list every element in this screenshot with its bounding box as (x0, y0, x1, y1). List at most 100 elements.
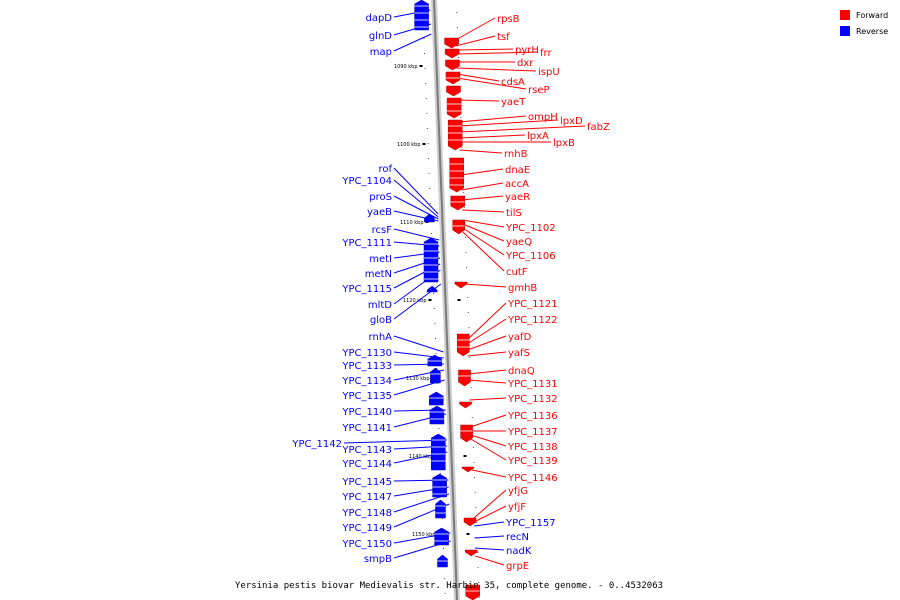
gene-label-lpxb: lpxB (553, 138, 575, 149)
track-dot (468, 327, 470, 328)
gene-label-ypc-1102: YPC_1102 (505, 223, 556, 234)
track-dot (426, 128, 428, 129)
leader-ypc-1157 (474, 521, 505, 527)
tick-mark (422, 143, 426, 145)
track-dot (475, 507, 477, 508)
tick-mark (466, 533, 470, 535)
track-dot (436, 383, 438, 384)
gene-label-rnha: rnhA (369, 332, 393, 343)
gene-label-ypc-1133: YPC_1133 (341, 361, 392, 372)
forward-gene-arrow (444, 48, 460, 59)
gene-label-yfjf: yfjF (508, 502, 526, 513)
leader-cutf (462, 231, 505, 272)
gene-label-yaet: yaeT (501, 97, 526, 108)
gene-label-tsf: tsf (497, 32, 510, 43)
gene-label-ispu: ispU (538, 67, 560, 78)
leader-ypc-1139 (470, 438, 507, 461)
track-dot (477, 567, 479, 568)
gene-label-rcsf: rcsF (372, 225, 393, 236)
leader-ypc-1122 (466, 318, 507, 345)
gene-label-frr: frr (540, 48, 552, 59)
gene-label-rsep: rseP (528, 85, 550, 96)
track-dot (429, 203, 431, 204)
reverse-gene-arrow (435, 499, 446, 519)
leader-ypc-1131 (468, 379, 507, 384)
track-dot (474, 477, 476, 478)
leader-rnhb (459, 149, 503, 154)
track-dot (467, 312, 469, 313)
track-dot (463, 192, 465, 193)
track-dot (423, 38, 425, 39)
gene-label-cdsa: cdsA (501, 77, 525, 88)
gene-label-grpe: grpE (506, 561, 529, 572)
gene-label-yaeq: yaeQ (506, 237, 532, 248)
gene-label-ypc-1111: YPC_1111 (341, 238, 392, 249)
track-dot (473, 447, 474, 448)
gene-label-ypc-1141: YPC_1141 (341, 423, 392, 434)
leader-yaeq (462, 223, 505, 242)
leader-cdsa (456, 73, 500, 82)
track-dot (477, 552, 478, 553)
leader-rpsb (455, 17, 496, 41)
forward-gene-arrow (456, 333, 470, 357)
gene-label-ypc-1134: YPC_1134 (341, 376, 392, 387)
leader-tsf (455, 35, 496, 47)
gene-label-ypc-1138: YPC_1138 (507, 442, 558, 453)
leader-ypc-1132 (469, 397, 507, 401)
gene-label-yaer: yaeR (505, 192, 530, 203)
gene-label-pyrh: pyrH (515, 45, 539, 56)
gene-label-smpb: smpB (364, 554, 392, 565)
track-dot (444, 593, 446, 594)
tick-label: 1110 kbp (400, 220, 424, 226)
genome-backbone (431, 0, 460, 600)
track-dot (478, 582, 480, 583)
forward-gene-arrow (459, 401, 472, 409)
leader-rcsf (393, 228, 440, 241)
leader-yfjf (473, 505, 507, 523)
gene-label-yfjg: yfjG (508, 486, 528, 497)
leader-rof (393, 167, 439, 215)
track-dot (444, 578, 446, 579)
track-dot (467, 297, 469, 298)
reverse-gene-arrow (430, 367, 441, 384)
tick-label: 1120 kbp (403, 298, 427, 304)
tick-mark (457, 299, 461, 301)
track-dot (469, 357, 471, 358)
gene-label-cutf: cutF (506, 267, 528, 278)
gene-label-dnae: dnaE (505, 165, 530, 176)
forward-gene-arrow (445, 59, 460, 71)
track-dot (466, 282, 468, 283)
forward-gene-arrow (446, 97, 462, 119)
leader-gmhb (464, 283, 507, 288)
forward-gene-arrow (464, 549, 478, 557)
reverse-gene-arrows (414, 0, 449, 568)
track-dot (465, 252, 467, 253)
reverse-gene-arrow (431, 433, 446, 471)
leader-yafs (467, 351, 507, 357)
track-dot (428, 173, 430, 174)
leader-ypc-1106 (462, 227, 505, 256)
reverse-gene-arrow (423, 237, 439, 283)
track-dot (434, 323, 436, 324)
tick-mark (463, 455, 467, 457)
track-dot (429, 188, 431, 189)
leader-ispu (456, 67, 537, 72)
gene-label-metn: metN (365, 269, 392, 280)
gene-label-ypc-1106: YPC_1106 (505, 251, 556, 262)
forward-gene-arrow (463, 517, 477, 527)
tick-label: 1130 kbp (406, 376, 430, 382)
gene-label-map: map (370, 47, 392, 58)
gene-label-ypc-1131: YPC_1131 (507, 379, 558, 390)
genome-caption: Yersinia pestis biovar Medievalis str. H… (235, 581, 663, 591)
leader-lpxd (458, 119, 559, 127)
gene-label-lpxd: lpxD (560, 116, 583, 127)
gene-label-ypc-1150: YPC_1150 (341, 539, 392, 550)
leader-dnaq (468, 369, 507, 375)
track-dot (426, 113, 428, 114)
track-dot (430, 233, 432, 234)
gene-label-acca: accA (505, 179, 529, 190)
gene-label-pros: proS (369, 192, 392, 203)
gene-label-yafd: yafD (508, 332, 532, 343)
leader-yaer (461, 195, 504, 201)
forward-gene-arrow (449, 157, 464, 193)
